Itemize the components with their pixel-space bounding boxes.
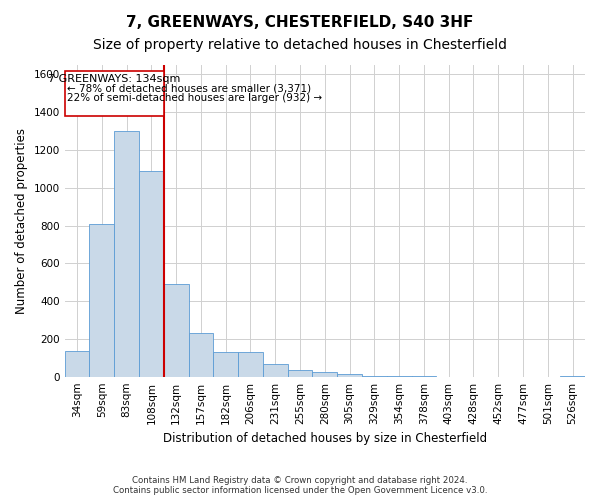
Text: Contains HM Land Registry data © Crown copyright and database right 2024.
Contai: Contains HM Land Registry data © Crown c… xyxy=(113,476,487,495)
Text: ← 78% of detached houses are smaller (3,371): ← 78% of detached houses are smaller (3,… xyxy=(67,84,311,94)
Text: Size of property relative to detached houses in Chesterfield: Size of property relative to detached ho… xyxy=(93,38,507,52)
Bar xyxy=(139,171,164,376)
Bar xyxy=(287,370,313,376)
Text: 22% of semi-detached houses are larger (932) →: 22% of semi-detached houses are larger (… xyxy=(67,94,322,104)
Bar xyxy=(263,364,287,376)
Bar xyxy=(337,374,362,376)
Bar xyxy=(188,333,214,376)
Y-axis label: Number of detached properties: Number of detached properties xyxy=(15,128,28,314)
Bar xyxy=(89,224,114,376)
FancyBboxPatch shape xyxy=(65,70,164,116)
Bar xyxy=(313,372,337,376)
Bar xyxy=(238,352,263,376)
Bar xyxy=(65,352,89,376)
Text: 7, GREENWAYS, CHESTERFIELD, S40 3HF: 7, GREENWAYS, CHESTERFIELD, S40 3HF xyxy=(127,15,473,30)
X-axis label: Distribution of detached houses by size in Chesterfield: Distribution of detached houses by size … xyxy=(163,432,487,445)
Bar xyxy=(114,131,139,376)
Bar xyxy=(214,352,238,376)
Bar xyxy=(164,284,188,376)
Text: 7 GREENWAYS: 134sqm: 7 GREENWAYS: 134sqm xyxy=(48,74,181,85)
